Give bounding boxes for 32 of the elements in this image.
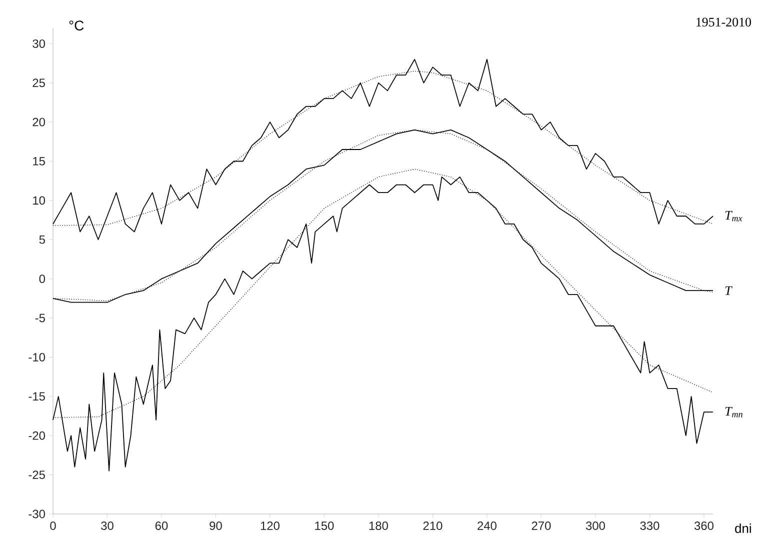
- x-tick-label: 210: [423, 522, 442, 530]
- y-tick-label: -15: [28, 392, 45, 401]
- x-tick-label: 360: [694, 522, 714, 530]
- y-axis-title: °C: [69, 20, 84, 30]
- x-tick-label: 120: [260, 522, 280, 530]
- x-tick-label: 30: [101, 522, 114, 530]
- x-tick-label: 150: [315, 522, 334, 530]
- y-tick-label: -30: [28, 510, 46, 518]
- x-tick-label: 300: [586, 522, 605, 530]
- series-label: T: [725, 286, 732, 295]
- y-tick-label: -25: [28, 470, 45, 480]
- y-tick-label: -10: [28, 352, 46, 362]
- y-tick-label: 25: [32, 78, 45, 88]
- y-tick-label: 30: [32, 39, 46, 48]
- series-label: T$_{mn}$: [725, 406, 742, 418]
- y-tick-label: -20: [28, 431, 46, 440]
- y-tick-label: 20: [32, 118, 46, 126]
- x-tick-label: 270: [532, 522, 551, 530]
- y-tick-label: -5: [35, 314, 45, 322]
- y-tick-label: 10: [33, 196, 46, 205]
- x-tick-label: 90: [210, 522, 222, 530]
- x-tick-label: 240: [478, 522, 496, 530]
- x-tick-label: 330: [640, 522, 660, 530]
- y-tick-label: 5: [39, 235, 45, 244]
- x-tick-label: 180: [369, 522, 388, 530]
- x-tick-label: 60: [155, 522, 168, 530]
- y-tick-label: 15: [33, 157, 45, 166]
- text: 1951-2010: [696, 18, 751, 26]
- y-tick-label: 0: [39, 274, 46, 284]
- x-axis-title: dni: [735, 524, 751, 534]
- x-tick-label: 0: [50, 522, 56, 530]
- series-label: T$_{mx}$: [725, 210, 742, 222]
